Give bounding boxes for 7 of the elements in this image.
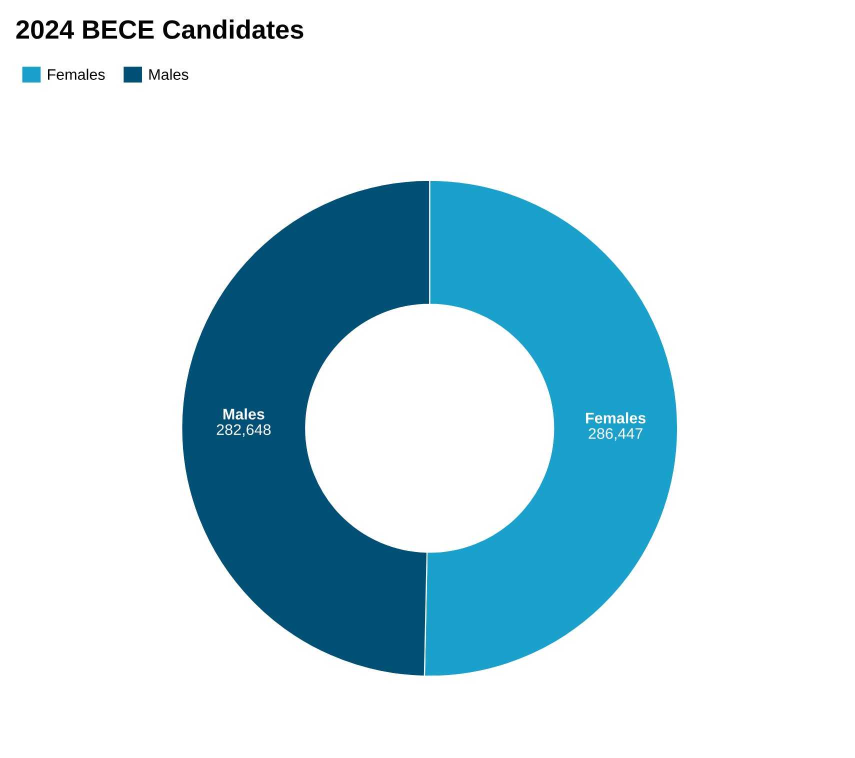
data-label: 282,648 <box>216 424 271 437</box>
data-label: 286,447 <box>588 428 642 441</box>
chart-title: 2024 BECE Candidates <box>16 20 304 39</box>
slice-label: Females <box>586 412 646 424</box>
legend-label: Males <box>149 68 188 80</box>
legend-label: Females <box>48 68 105 80</box>
slice-label: Males <box>223 408 264 420</box>
